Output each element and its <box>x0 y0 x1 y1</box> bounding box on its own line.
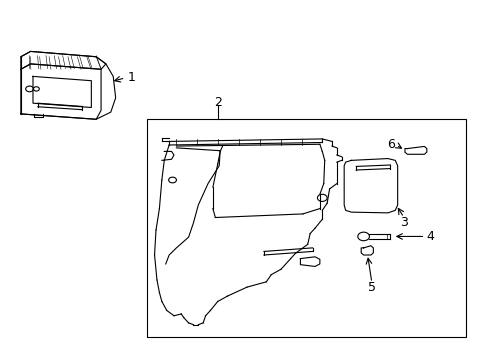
Text: 3: 3 <box>399 216 407 229</box>
Text: 6: 6 <box>386 138 394 151</box>
Text: 2: 2 <box>213 96 221 109</box>
Text: 1: 1 <box>127 71 135 84</box>
Text: 4: 4 <box>426 230 434 243</box>
Text: 5: 5 <box>367 282 375 294</box>
Bar <box>147 119 465 337</box>
